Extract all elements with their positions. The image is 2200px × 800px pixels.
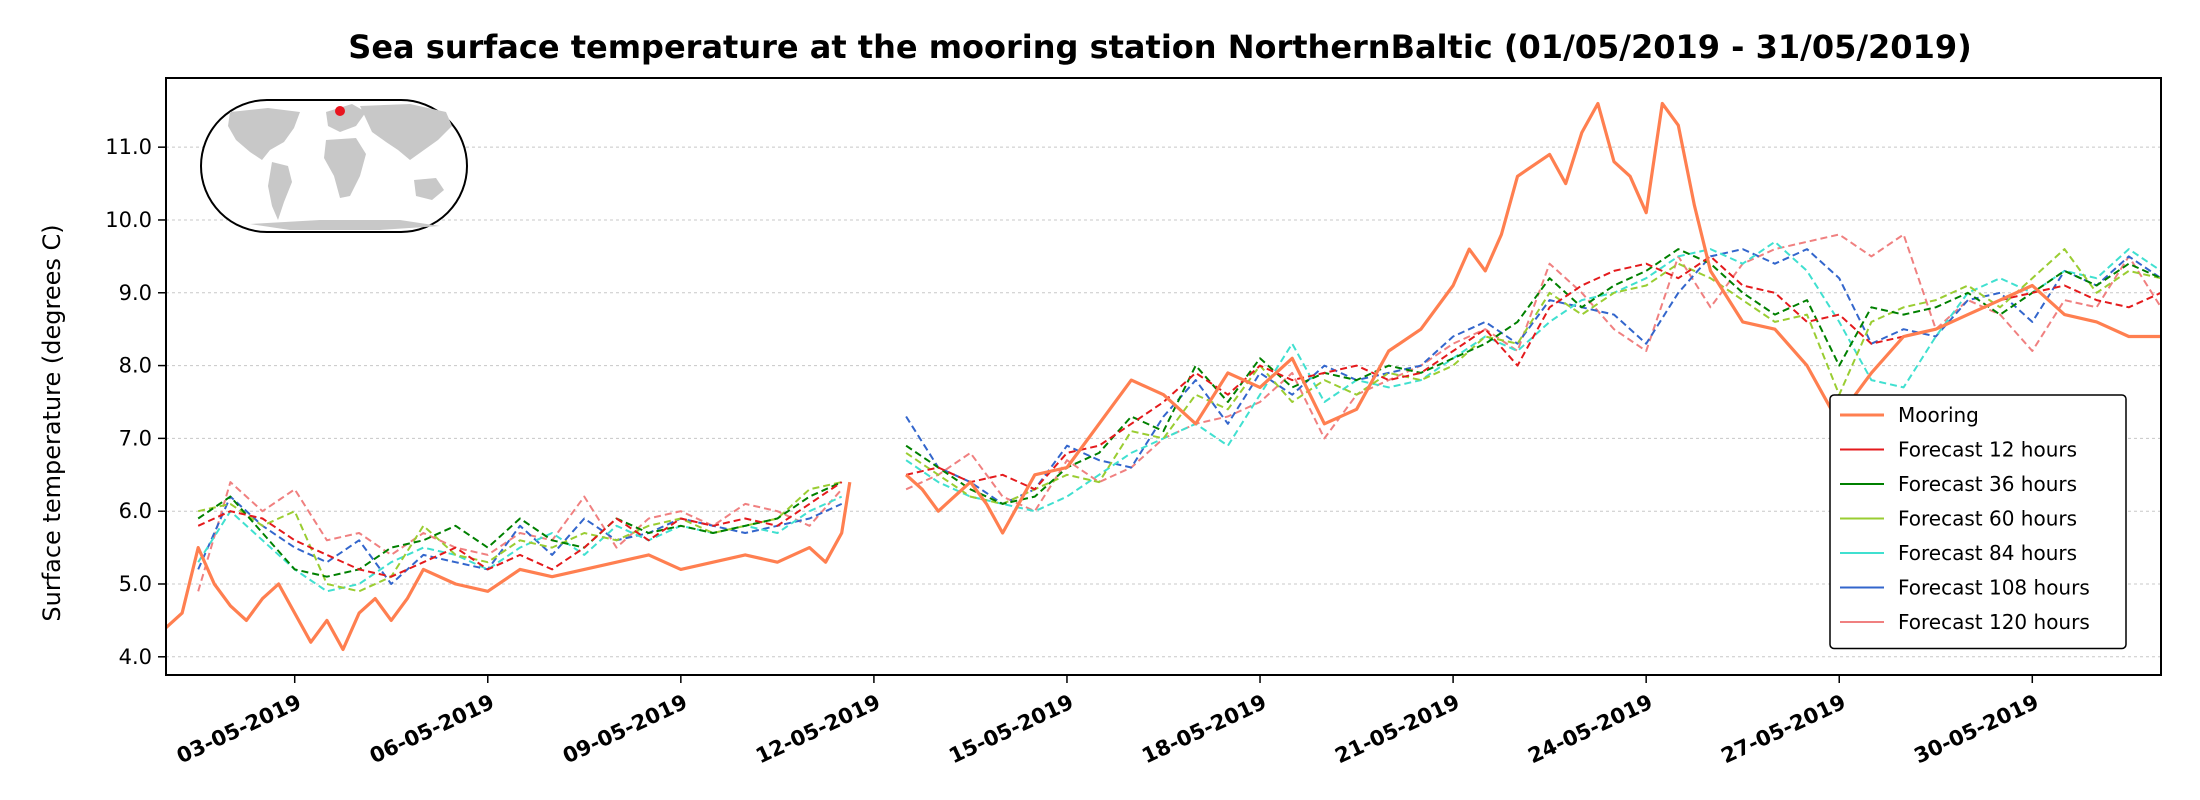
legend-label: Forecast 60 hours bbox=[1898, 507, 2077, 531]
legend-label: Forecast 12 hours bbox=[1898, 438, 2077, 462]
continent-africa bbox=[324, 138, 366, 198]
series-line bbox=[164, 101, 2161, 652]
chart-title: Sea surface temperature at the mooring s… bbox=[348, 28, 1971, 66]
y-tick-label: 6.0 bbox=[119, 499, 152, 523]
y-tick-label: 11.0 bbox=[105, 135, 152, 159]
y-axis-label: Surface temperature (degrees C) bbox=[38, 224, 66, 621]
series-line bbox=[197, 248, 2162, 578]
continent-antarctica bbox=[250, 220, 440, 230]
legend-box bbox=[1829, 394, 2127, 650]
continent-south-america bbox=[268, 162, 292, 220]
y-tick-label: 4.0 bbox=[119, 645, 152, 669]
continent-asia bbox=[360, 104, 452, 160]
legend-label: Forecast 36 hours bbox=[1898, 472, 2077, 496]
legend-label: Forecast 84 hours bbox=[1898, 541, 2077, 565]
y-axis-ticks: 4.0 5.0 6.0 7.0 8.0 9.0 10.0 11.0 bbox=[105, 135, 166, 669]
y-tick-label: 9.0 bbox=[119, 281, 152, 305]
y-tick-label: 7.0 bbox=[119, 426, 152, 450]
legend-label: Forecast 120 hours bbox=[1898, 610, 2090, 634]
continent-australia bbox=[414, 178, 444, 200]
plot-frame bbox=[165, 77, 2162, 676]
world-map-inset bbox=[200, 99, 468, 233]
series-line bbox=[197, 248, 2162, 593]
continent-north-america bbox=[228, 108, 300, 160]
legend-label: Forecast 108 hours bbox=[1898, 576, 2090, 600]
legend: Mooring Forecast 12 hours Forecast 36 hour… bbox=[1829, 394, 2127, 650]
y-tick-label: 10.0 bbox=[105, 208, 152, 232]
series-line bbox=[197, 233, 2162, 592]
series-lines bbox=[164, 101, 2162, 652]
y-tick-label: 8.0 bbox=[119, 354, 152, 378]
legend-label: Mooring bbox=[1898, 403, 1979, 427]
y-tick-label: 5.0 bbox=[119, 572, 152, 596]
station-marker bbox=[335, 106, 345, 116]
